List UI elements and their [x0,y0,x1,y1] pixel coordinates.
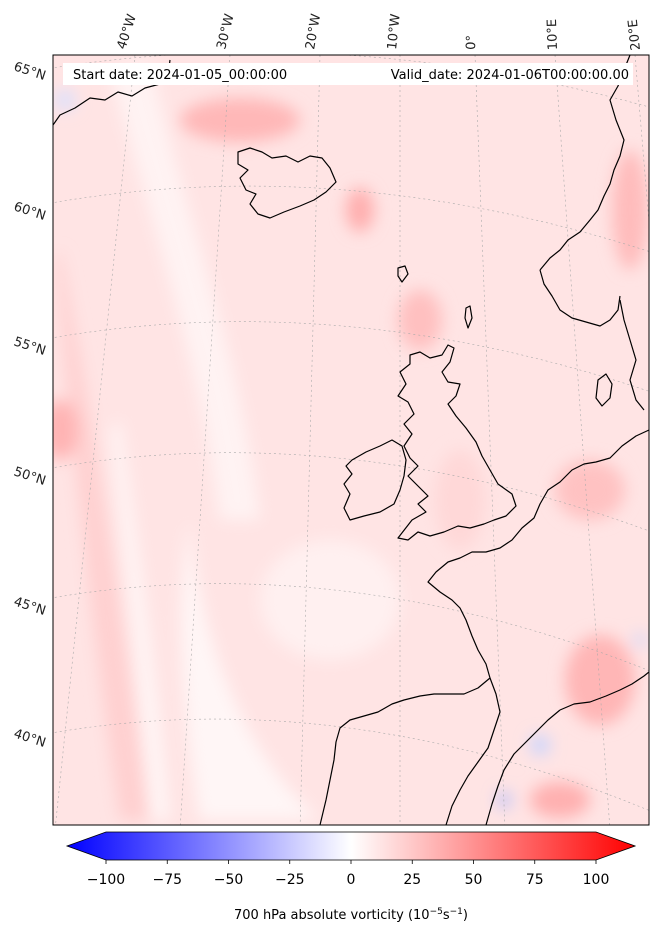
colorbar-tick-label: −25 [275,872,305,888]
latitude-labels: 65°N 60°N 55°N 50°N 45°N 40°N [12,60,48,751]
colorbar-tick-labels: −100 −75 −50 −25 0 25 50 75 100 [87,872,610,888]
lon-label-40w: 40°W [115,12,140,51]
lon-label-20e: 20°E [626,18,644,51]
colorbar-tick-label: −100 [87,872,125,888]
ireland-coast [343,439,407,521]
colorbar-tick-label: 0 [347,872,356,888]
longitude-labels: 40°W 30°W 20°W 10°W 0° 10°E 20°E [115,12,644,51]
spain-east-coast [445,677,501,825]
colorbar-tick-label: −50 [214,872,244,888]
coastlines [53,55,649,825]
lon-label-10e: 10°E [545,19,561,51]
colorbar-label-main: 700 hPa absolute vorticity (10 [234,908,430,923]
lat-label-45: 45°N [12,595,48,619]
lat-label-55: 55°N [12,335,48,359]
vorticity-field [53,55,649,825]
lat-label-50: 50°N [12,465,48,489]
continent-coast [319,429,649,825]
colorbar-label-exp2: −1 [450,907,463,917]
colorbar-tick-label: 50 [465,872,483,888]
colorbar-label: 700 hPa absolute vorticity (10−5s−1) [234,907,468,923]
sweden-coast [619,299,645,411]
colorbar-tick-label: 75 [526,872,544,888]
valid-date-text: Valid_date: 2024-01-06T00:00:00.00 [391,68,629,83]
lat-label-60: 60°N [12,200,48,224]
colorbar-label-end: ) [463,908,468,923]
great-britain-coast [397,344,517,541]
lat-label-65: 65°N [12,60,48,84]
colorbar-tick-label: −75 [152,872,182,888]
faroe-islands [397,265,409,283]
scandinavia-coast [539,55,631,271]
iceland-coast [237,147,337,219]
denmark-coast [595,373,613,407]
colorbar-tick-marks [105,860,597,864]
colorbar: −100 −75 −50 −25 0 25 50 75 100 700 hPa absolute… [65,831,637,923]
lon-label-10w: 10°W [385,13,404,50]
lon-label-30w: 30°W [214,12,237,51]
spain-med-coast [485,709,561,825]
lon-label-20w: 20°W [303,13,324,51]
lon-label-0: 0° [464,35,480,50]
norway-south-coast [539,269,621,327]
france-med-coast [559,671,649,711]
shetland [464,305,473,329]
colorbar-gradient [65,831,637,861]
colorbar-tick-label: 100 [583,872,610,888]
start-date-text: Start date: 2024-01-05_00:00:00 [73,68,287,83]
colorbar-label-mid: s [443,908,450,923]
colorbar-tick-label: 25 [403,872,421,888]
map-frame [52,54,650,826]
lat-label-40: 40°N [12,727,48,751]
colorbar-label-exp1: −5 [430,907,443,917]
info-box: Start date: 2024-01-05_00:00:00 Valid_da… [63,63,633,85]
